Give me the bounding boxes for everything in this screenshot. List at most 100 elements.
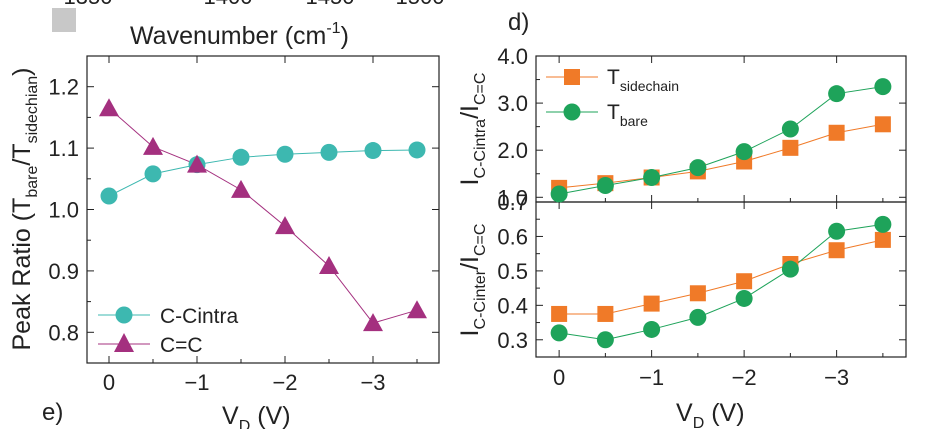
ytick-label-1-0: 1.0 bbox=[497, 185, 528, 210]
panel-e-markers bbox=[99, 98, 427, 332]
legend-marker-bare bbox=[563, 103, 581, 121]
residue-tick-1350: 1350 bbox=[64, 0, 113, 9]
point-0-0-4 bbox=[276, 145, 294, 163]
point-0-1-0 bbox=[99, 98, 119, 117]
point-0-1-7 bbox=[407, 300, 427, 319]
point-2-1-4 bbox=[735, 289, 753, 307]
panel-d-bottom-ylabel: IC-Cinter/IC=C bbox=[456, 224, 489, 337]
legend-label-cc: C=C bbox=[160, 334, 203, 357]
point-1-1-6 bbox=[828, 85, 846, 103]
point-2-0-2 bbox=[643, 295, 660, 312]
panel-e-ylabel: Peak Ratio (Tbare/Tsidechian) bbox=[8, 67, 41, 350]
point-1-0-7 bbox=[874, 116, 891, 133]
ytick-label-1-3: 4.0 bbox=[497, 44, 528, 69]
point-2-0-7 bbox=[874, 231, 891, 248]
legend-label-bare: Tbare bbox=[607, 101, 648, 129]
point-0-1-5 bbox=[319, 255, 339, 274]
ytick-label-0-4: 1.2 bbox=[48, 75, 79, 100]
ytick-label-2-4: 0.7 bbox=[497, 190, 528, 215]
point-1-1-5 bbox=[781, 120, 799, 138]
panel-d-bottom-markers bbox=[550, 215, 892, 349]
xtick-label-0-2: −2 bbox=[272, 370, 297, 395]
point-1-1-2 bbox=[643, 169, 661, 187]
xtick-label-0-1: −1 bbox=[184, 370, 209, 395]
point-2-1-1 bbox=[596, 331, 614, 349]
point-0-1-1 bbox=[143, 136, 163, 155]
point-0-1-3 bbox=[231, 179, 251, 198]
ytick-label-1-2: 3.0 bbox=[497, 91, 528, 116]
point-1-1-7 bbox=[874, 78, 892, 96]
ytick-label-0-3: 1.1 bbox=[48, 136, 79, 161]
point-2-0-0 bbox=[551, 305, 568, 322]
panel-d: 1.0 2.0 3.0 4.0 0.3 0.4 0.5 0.6 0.7 0 −1 −2 −3 d) V… bbox=[456, 9, 907, 429]
point-1-1-0 bbox=[550, 185, 568, 203]
panel-d-top-frame bbox=[535, 55, 907, 203]
ytick-label-0-2: 1.0 bbox=[48, 198, 79, 223]
panel-d-bottom-frame bbox=[535, 201, 907, 358]
ytick-label-0-1: 0.9 bbox=[48, 259, 79, 284]
point-2-1-6 bbox=[828, 222, 846, 240]
series-line-0-1 bbox=[108, 107, 418, 324]
panel-e-label: e) bbox=[42, 399, 63, 426]
point-0-1-2 bbox=[187, 154, 207, 173]
xtick-label-0-0: 0 bbox=[103, 370, 115, 395]
point-0-0-6 bbox=[364, 142, 382, 160]
xtick-label-2-0: 0 bbox=[553, 365, 565, 390]
xtick-label-2-3: −3 bbox=[824, 365, 849, 390]
panel-e-lines bbox=[108, 107, 418, 324]
point-1-0-6 bbox=[828, 124, 845, 141]
legend-label-sidechain: Tsidechain bbox=[607, 66, 679, 94]
point-2-1-5 bbox=[781, 260, 799, 278]
point-2-0-1 bbox=[597, 305, 614, 322]
panel-d-top-markers bbox=[550, 78, 892, 203]
panel-d-label: d) bbox=[508, 9, 529, 36]
point-0-0-1 bbox=[144, 165, 162, 183]
residue-tick-1500: 1500 bbox=[396, 0, 445, 9]
point-2-0-4 bbox=[736, 273, 753, 290]
point-1-0-5 bbox=[782, 139, 799, 156]
series-line-2-1 bbox=[559, 223, 883, 341]
top-residue: 1350 1400 1450 1500 Wavenumber (cm-1) bbox=[52, 0, 444, 50]
point-0-1-4 bbox=[275, 216, 295, 235]
xtick-label-2-1: −1 bbox=[639, 365, 664, 390]
panel-d-bottom-lines bbox=[559, 223, 883, 341]
panel-d-xlabel: VD (V) bbox=[676, 399, 745, 429]
point-2-1-3 bbox=[689, 308, 707, 326]
ytick-label-2-3: 0.6 bbox=[497, 224, 528, 249]
residue-tick-1450: 1450 bbox=[306, 0, 355, 9]
legend-marker-sidechain bbox=[564, 69, 580, 85]
panel-e-xlabel: VD (V) bbox=[222, 402, 291, 429]
gray-marker bbox=[52, 8, 76, 32]
point-2-1-0 bbox=[550, 324, 568, 342]
panel-e: 0.8 0.9 1.0 1.1 1.2 0 −1 −2 −3 e) VD (V) Peak Ra… bbox=[8, 55, 440, 429]
ytick-label-2-2: 0.5 bbox=[497, 259, 528, 284]
wavenumber-axis-label: Wavenumber (cm-1) bbox=[130, 20, 349, 50]
point-0-0-0 bbox=[100, 187, 118, 205]
ytick-label-2-1: 0.4 bbox=[497, 293, 528, 318]
panel-e-legend: C-Cintra C=C bbox=[98, 305, 238, 357]
point-1-1-1 bbox=[596, 177, 614, 195]
panel-d-legend: Tsidechain Tbare bbox=[546, 66, 679, 129]
legend-label-ccintra: C-Cintra bbox=[160, 305, 238, 328]
panel-d-top-ticks: 1.0 2.0 3.0 4.0 bbox=[497, 44, 906, 210]
point-2-1-2 bbox=[643, 320, 661, 338]
ytick-label-1-1: 2.0 bbox=[497, 138, 528, 163]
panel-e-frame bbox=[86, 55, 440, 364]
panel-d-bottom-ticks: 0.3 0.4 0.5 0.6 0.7 0 −1 −2 −3 bbox=[497, 190, 906, 390]
point-1-1-3 bbox=[689, 159, 707, 177]
point-2-0-6 bbox=[828, 242, 845, 259]
legend-marker-cc bbox=[114, 333, 134, 352]
point-0-0-5 bbox=[320, 143, 338, 161]
panel-e-ticks: 0.8 0.9 1.0 1.1 1.2 0 −1 −2 −3 bbox=[48, 56, 439, 395]
residue-tick-1400: 1400 bbox=[204, 0, 253, 9]
legend-marker-ccintra bbox=[115, 306, 133, 324]
panel-d-top-ylabel: IC-Cintra/IC=C bbox=[456, 73, 489, 186]
ytick-label-2-0: 0.3 bbox=[497, 328, 528, 353]
point-1-1-4 bbox=[735, 143, 753, 161]
point-0-1-6 bbox=[363, 313, 383, 332]
point-0-0-3 bbox=[232, 148, 250, 166]
xtick-label-2-2: −2 bbox=[732, 365, 757, 390]
xtick-label-0-3: −3 bbox=[360, 370, 385, 395]
point-2-1-7 bbox=[874, 215, 892, 233]
